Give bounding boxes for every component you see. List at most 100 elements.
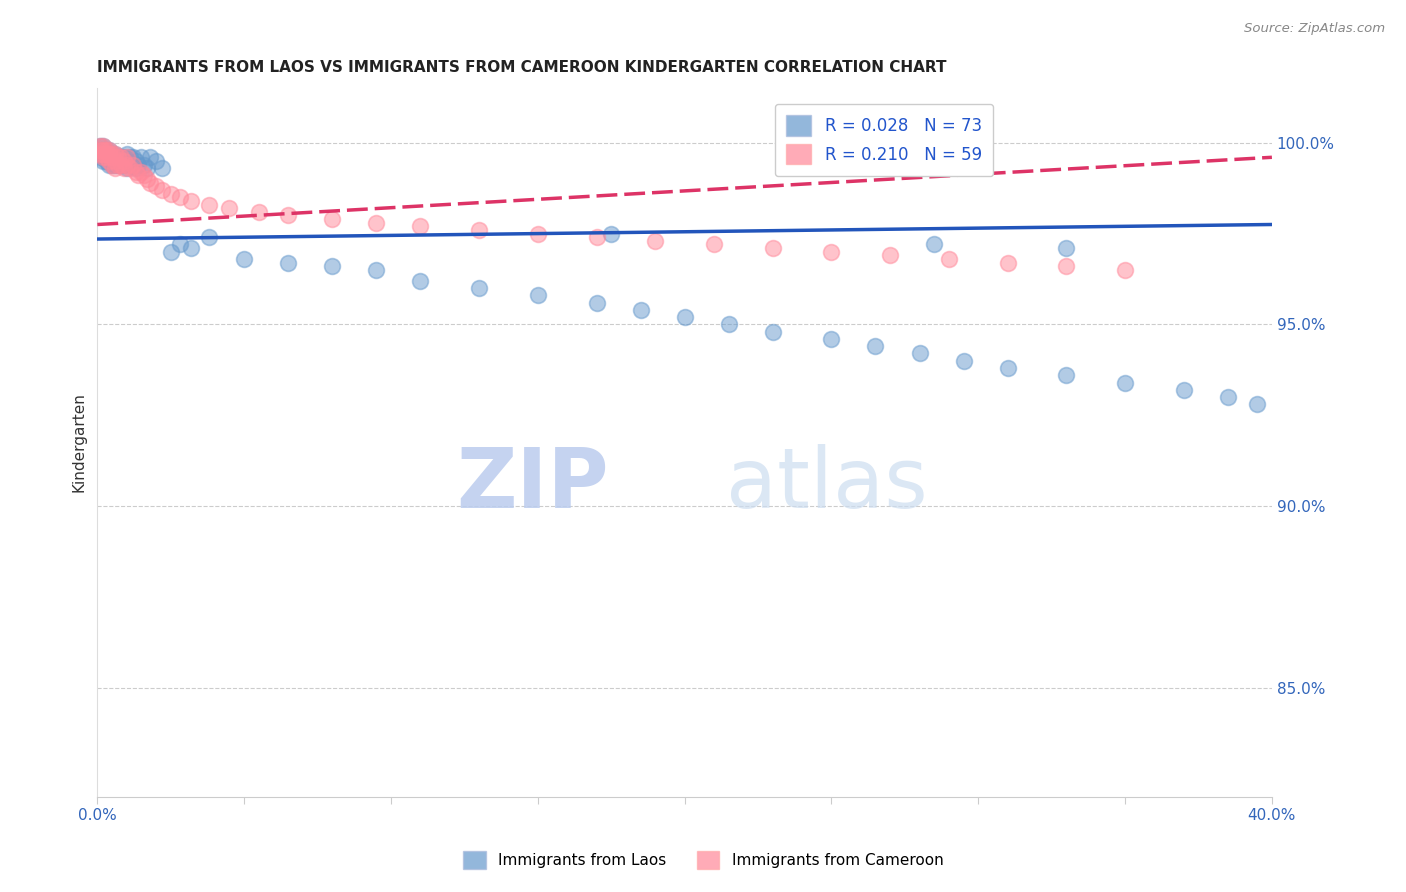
Point (1246, 397, 1268, 411)
Point (104, 161, 127, 176)
Point (1114, 376, 1136, 390)
Point (198, 197, 221, 211)
Point (96, 143, 118, 157)
Point (101, 157, 124, 171)
Point (127, 157, 149, 171)
Point (159, 186, 181, 201)
Point (98, 153, 121, 168)
Point (118, 150, 141, 164)
Point (717, 318, 740, 332)
Point (139, 176, 162, 190)
Point (115, 153, 138, 168)
Point (527, 288, 550, 302)
Point (89, 150, 111, 164)
Point (91, 153, 114, 168)
Point (1054, 368, 1077, 383)
Point (104, 157, 127, 171)
Point (703, 237, 725, 252)
Point (136, 172, 159, 186)
Point (112, 153, 135, 168)
Point (321, 260, 343, 274)
Point (98, 146, 121, 161)
Point (468, 281, 491, 295)
Point (98, 157, 121, 171)
Point (96, 143, 118, 157)
Point (112, 157, 135, 171)
Point (110, 157, 132, 171)
Text: IMMIGRANTS FROM LAOS VS IMMIGRANTS FROM CAMEROON KINDERGARTEN CORRELATION CHART: IMMIGRANTS FROM LAOS VS IMMIGRANTS FROM … (97, 60, 946, 75)
Point (366, 263, 388, 277)
Point (150, 161, 173, 176)
Point (169, 237, 191, 252)
Point (121, 150, 143, 164)
Point (115, 150, 138, 164)
Point (112, 150, 135, 164)
Point (104, 146, 127, 161)
Point (98, 150, 121, 164)
Point (121, 157, 143, 171)
Point (600, 227, 623, 241)
Point (247, 204, 270, 219)
Point (101, 157, 124, 171)
Point (366, 216, 388, 230)
Point (98, 146, 121, 161)
Point (107, 157, 129, 171)
Point (115, 146, 138, 161)
Point (997, 255, 1019, 269)
Point (762, 241, 785, 255)
Point (1216, 390, 1239, 404)
Point (321, 212, 343, 227)
Point (922, 237, 945, 252)
Point (820, 332, 842, 346)
Point (96, 146, 118, 161)
Text: atlas: atlas (725, 444, 928, 525)
Point (104, 146, 127, 161)
Point (159, 244, 181, 259)
Point (145, 179, 167, 194)
Point (96, 153, 118, 168)
Point (585, 230, 607, 244)
Point (91, 143, 114, 157)
Point (180, 194, 202, 208)
Point (110, 150, 132, 164)
Point (115, 161, 138, 176)
Point (96, 150, 118, 164)
Point (89, 139, 111, 153)
Legend: Immigrants from Laos, Immigrants from Cameroon: Immigrants from Laos, Immigrants from Ca… (457, 845, 949, 875)
Point (134, 169, 156, 183)
Point (101, 146, 124, 161)
Point (101, 150, 124, 164)
Point (1173, 383, 1195, 397)
Point (938, 252, 960, 266)
Point (89, 146, 111, 161)
Point (91, 146, 114, 161)
Point (131, 165, 153, 179)
Point (110, 157, 132, 171)
Point (1054, 260, 1077, 274)
Point (233, 252, 256, 266)
Point (118, 161, 141, 176)
Point (997, 361, 1019, 376)
Point (89, 143, 111, 157)
Point (527, 227, 550, 241)
Point (644, 234, 666, 248)
Point (145, 153, 167, 168)
Point (1114, 263, 1136, 277)
Point (107, 150, 129, 164)
Point (91, 139, 114, 153)
Point (121, 157, 143, 171)
Point (865, 339, 887, 353)
Point (107, 150, 129, 164)
Point (124, 153, 146, 168)
Point (673, 310, 696, 325)
Legend: R = 0.028   N = 73, R = 0.210   N = 59: R = 0.028 N = 73, R = 0.210 N = 59 (775, 103, 994, 176)
Point (218, 201, 240, 215)
Point (89, 139, 111, 153)
Point (952, 353, 974, 368)
Point (409, 219, 432, 234)
Point (98, 143, 121, 157)
Point (585, 295, 607, 310)
Point (468, 223, 491, 237)
Y-axis label: Kindergarten: Kindergarten (72, 392, 86, 492)
Point (127, 169, 149, 183)
